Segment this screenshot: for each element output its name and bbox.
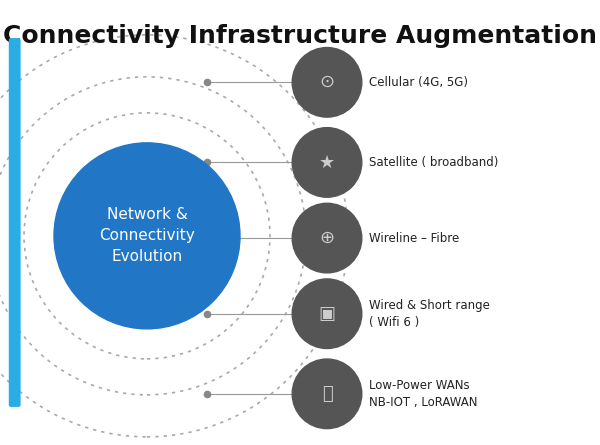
Text: ▣: ▣ xyxy=(319,305,335,323)
Text: ⊕: ⊕ xyxy=(319,229,335,247)
Circle shape xyxy=(292,48,362,117)
Circle shape xyxy=(54,143,240,329)
Text: ⊙: ⊙ xyxy=(319,73,335,91)
Text: Cellular (4G, 5G): Cellular (4G, 5G) xyxy=(369,76,468,89)
Circle shape xyxy=(292,203,362,273)
Text: Satellite ( broadband): Satellite ( broadband) xyxy=(369,156,499,169)
Text: Connectivity Infrastructure Augmentation: Connectivity Infrastructure Augmentation xyxy=(3,24,597,49)
FancyBboxPatch shape xyxy=(9,38,20,407)
Text: Low-Power WANs
NB-IOT , LoRAWAN: Low-Power WANs NB-IOT , LoRAWAN xyxy=(369,379,478,409)
Circle shape xyxy=(292,279,362,348)
Text: Network &
Connectivity
Evolution: Network & Connectivity Evolution xyxy=(99,207,195,264)
Text: Wireline – Fibre: Wireline – Fibre xyxy=(369,231,459,245)
Text: ★: ★ xyxy=(319,154,335,171)
Circle shape xyxy=(292,359,362,429)
Circle shape xyxy=(292,128,362,197)
Text: ⌖: ⌖ xyxy=(322,385,332,403)
Text: Wired & Short range
( Wifi 6 ): Wired & Short range ( Wifi 6 ) xyxy=(369,299,490,329)
